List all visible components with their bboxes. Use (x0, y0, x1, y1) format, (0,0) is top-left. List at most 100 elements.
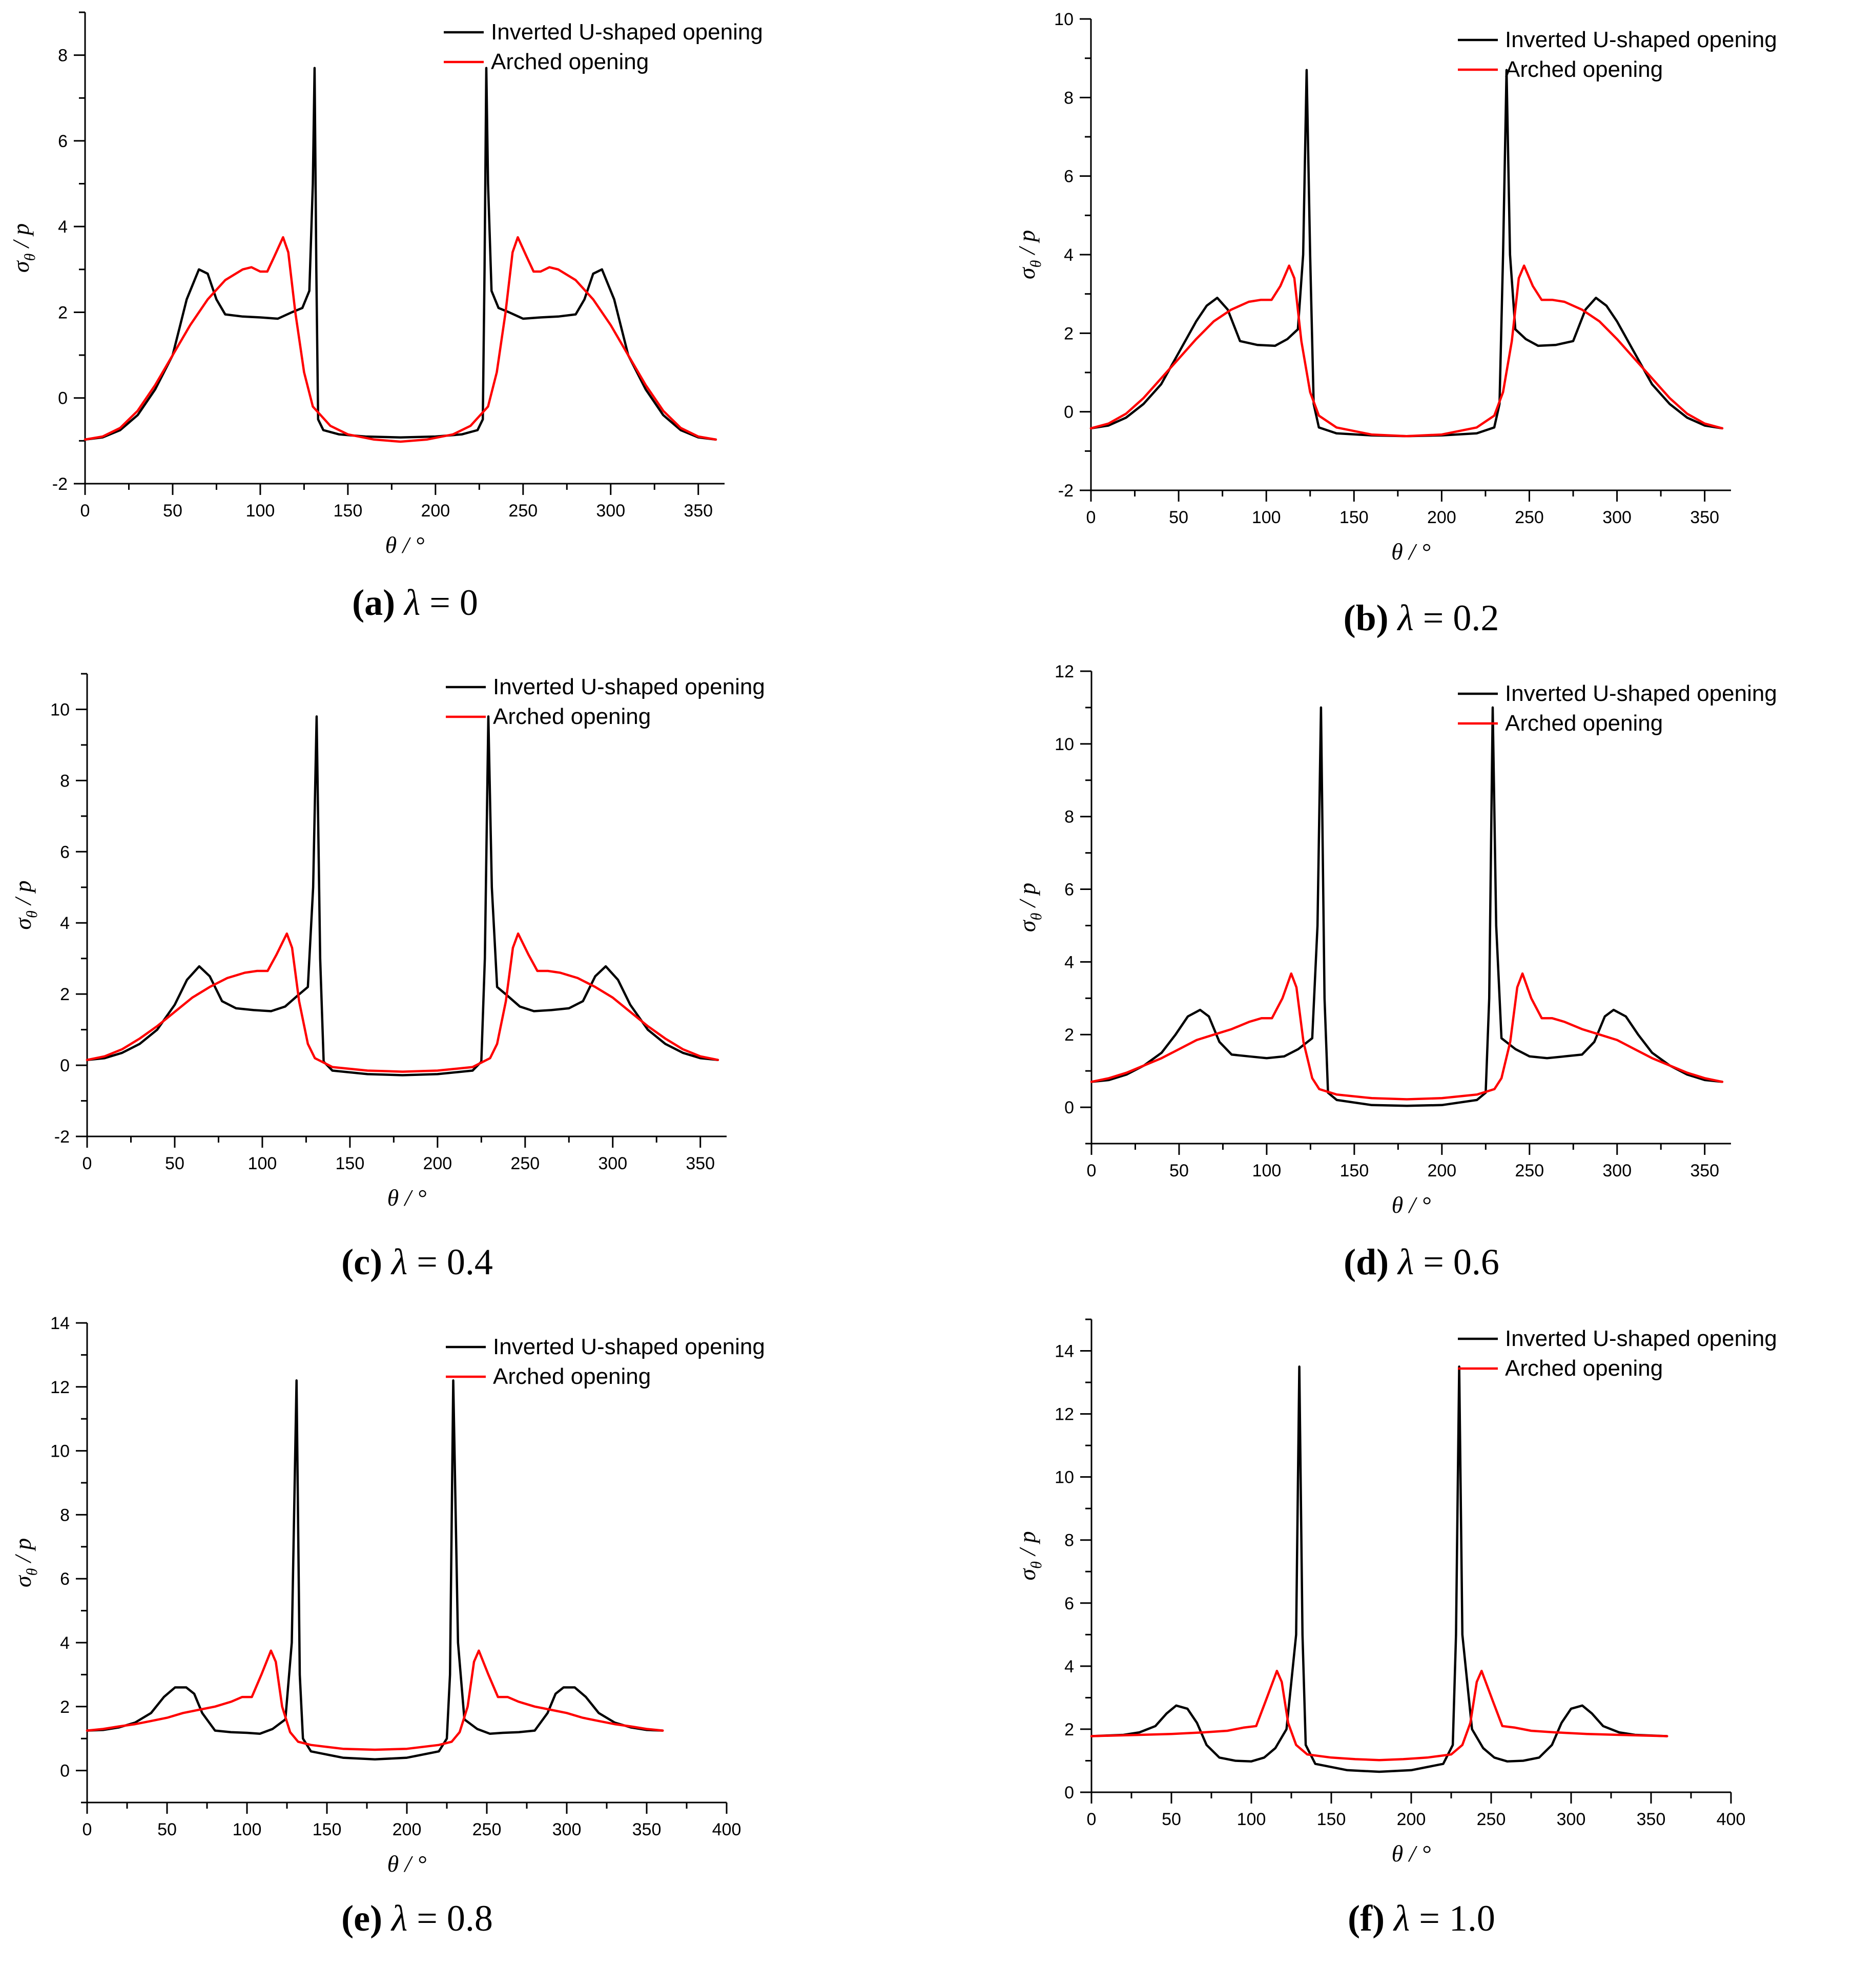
y-tick-label: 4 (60, 914, 70, 933)
y-tick-label: 0 (58, 389, 68, 408)
legend-label: Inverted U-shaped opening (493, 674, 765, 699)
x-tick-label: 250 (510, 1154, 540, 1173)
x-tick-label: 400 (712, 1820, 741, 1839)
legend-label: Inverted U-shaped opening (1505, 1326, 1777, 1351)
series-line-arched (86, 1649, 664, 1751)
panel-caption: (e) λ = 0.8 (341, 1898, 493, 1939)
panel-caption: (a) λ = 0 (352, 582, 478, 623)
y-tick-label: 10 (1054, 10, 1074, 29)
x-tick-label: 0 (1087, 1161, 1097, 1180)
x-axis-title: θ / ° (387, 1185, 427, 1211)
panel-caption: (b) λ = 0.2 (1344, 597, 1499, 638)
x-tick-label: 50 (1169, 1161, 1189, 1180)
x-tick-label: 400 (1717, 1810, 1746, 1829)
legend-label: Arched opening (1505, 711, 1663, 736)
x-tick-label: 200 (423, 1154, 452, 1173)
x-tick-label: 250 (508, 501, 538, 521)
x-tick-label: 150 (1340, 1161, 1369, 1180)
y-tick-label: 0 (60, 1056, 70, 1075)
x-tick-label: 150 (336, 1154, 365, 1173)
legend-label: Inverted U-shaped opening (1505, 681, 1777, 706)
y-axis-title: σθ / p (8, 223, 38, 273)
series-line-inverted-u (86, 715, 719, 1076)
y-tick-label: 4 (60, 1633, 70, 1653)
y-tick-label: 8 (1064, 807, 1074, 827)
y-tick-label: 0 (1064, 1098, 1074, 1117)
series-line-arched (1089, 264, 1724, 438)
y-tick-label: -2 (52, 474, 68, 494)
x-tick-label: 200 (421, 501, 450, 521)
y-tick-label: -2 (54, 1127, 70, 1147)
y-tick-label: 12 (50, 1378, 70, 1397)
y-tick-label: 6 (60, 842, 70, 862)
panel-a: 0 50 100 150 200 250 300 350 -2 0 2 4 6 8 θ / ° σθ / p I… (8, 11, 763, 623)
x-tick-label: 350 (684, 501, 713, 521)
x-tick-label: 350 (1637, 1810, 1666, 1829)
panel-c: 0 50 100 150 200 250 300 350 -2 0 2 4 6 8 10 θ / ° σθ / … (10, 673, 765, 1282)
y-tick-label: 4 (1064, 1657, 1074, 1676)
x-tick-label: 0 (1087, 1810, 1097, 1829)
series-line-inverted-u (86, 1379, 664, 1761)
y-tick-label: 4 (58, 217, 68, 237)
y-tick-label: 2 (60, 985, 70, 1004)
y-tick-label: 0 (1064, 1783, 1074, 1803)
y-tick-label: 6 (1064, 880, 1074, 900)
series-line-arched (84, 236, 717, 443)
x-tick-label: 200 (1427, 1161, 1456, 1180)
panel-d: 0 50 100 150 200 250 300 350 0 2 4 6 8 10 12 θ / ° σθ / … (1014, 662, 1777, 1282)
y-tick-label: 2 (1064, 1025, 1074, 1045)
x-tick-label: 300 (598, 1154, 627, 1173)
y-tick-label: 6 (1064, 167, 1074, 187)
x-tick-label: 350 (1690, 1161, 1719, 1180)
y-tick-label: 2 (1064, 1720, 1074, 1739)
x-tick-label: 0 (80, 501, 90, 521)
panel-caption: (d) λ = 0.6 (1344, 1241, 1499, 1282)
series-line-inverted-u (1090, 706, 1724, 1107)
x-tick-label: 250 (1515, 1161, 1544, 1180)
y-tick-label: 12 (1055, 662, 1074, 681)
legend-label: Arched opening (493, 704, 651, 729)
y-tick-label: 6 (58, 132, 68, 151)
legend-label: Inverted U-shaped opening (1505, 27, 1777, 52)
legend-label: Inverted U-shaped opening (493, 1334, 765, 1359)
y-tick-label: 8 (1064, 1531, 1074, 1550)
y-tick-label: 0 (1064, 403, 1074, 422)
panel-b: 0 50 100 150 200 250 300 350 -2 0 2 4 6 8 10 θ / ° σθ / … (1014, 10, 1777, 638)
y-tick-label: 8 (1064, 88, 1074, 108)
x-tick-label: 350 (686, 1154, 715, 1173)
x-axis-title: θ / ° (1391, 538, 1431, 565)
x-tick-label: 300 (596, 501, 625, 521)
x-tick-label: 350 (632, 1820, 662, 1839)
x-tick-label: 250 (1477, 1810, 1506, 1829)
x-tick-label: 200 (1397, 1810, 1426, 1829)
y-tick-label: 8 (58, 46, 68, 66)
x-tick-label: 100 (1252, 508, 1281, 527)
x-tick-label: 50 (157, 1820, 177, 1839)
y-tick-label: 2 (1064, 324, 1074, 343)
x-tick-label: 300 (552, 1820, 582, 1839)
x-tick-label: 250 (472, 1820, 502, 1839)
x-tick-label: 200 (393, 1820, 422, 1839)
x-tick-label: 150 (334, 501, 363, 521)
y-tick-label: 4 (1064, 245, 1074, 265)
y-tick-label: 10 (50, 1442, 70, 1461)
x-tick-label: 100 (233, 1820, 262, 1839)
series-line-inverted-u (1089, 69, 1724, 438)
series-line-arched (1090, 1669, 1668, 1762)
y-tick-label: 14 (1055, 1342, 1074, 1361)
y-axis-title: σθ / p (1014, 883, 1045, 932)
y-axis-title: σθ / p (1014, 230, 1044, 279)
y-tick-label: 10 (1055, 735, 1074, 754)
x-axis-title: θ / ° (387, 1851, 427, 1877)
y-tick-label: 8 (60, 1505, 70, 1525)
x-tick-label: 250 (1515, 508, 1544, 527)
x-tick-label: 50 (165, 1154, 184, 1173)
y-axis-title: σθ / p (10, 1538, 40, 1587)
x-tick-label: 50 (1162, 1810, 1181, 1829)
x-tick-label: 0 (83, 1154, 92, 1173)
x-tick-label: 150 (1339, 508, 1369, 527)
x-tick-label: 100 (1252, 1161, 1282, 1180)
x-axis-title: θ / ° (385, 532, 425, 558)
panel-caption: (f) λ = 1.0 (1348, 1898, 1495, 1939)
